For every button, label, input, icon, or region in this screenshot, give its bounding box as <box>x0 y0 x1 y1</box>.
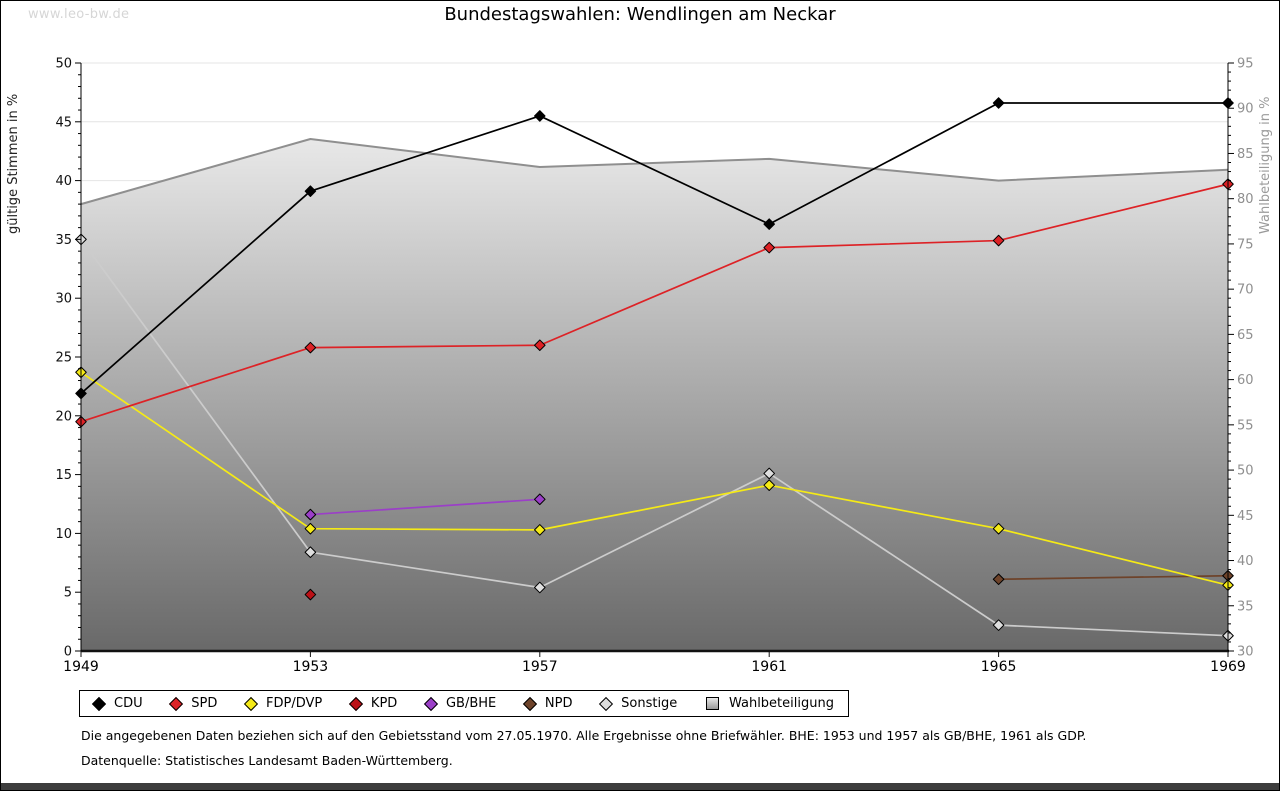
left-tick-label: 50 <box>55 57 72 72</box>
marker-sonstige <box>992 619 1005 631</box>
footnote-datenquelle: Datenquelle: Statistisches Landesamt Bad… <box>81 753 453 768</box>
right-axis-title: Wahlbeteiligung in % <box>1258 97 1273 234</box>
left-tick-label: 10 <box>55 527 72 542</box>
marker-fdp-dvp <box>992 522 1005 535</box>
marker-spd <box>304 341 317 354</box>
left-tick-label: 15 <box>55 468 72 483</box>
series-diamond-icon <box>243 696 259 711</box>
legend-label: SPD <box>191 696 218 711</box>
legend-item-cdu: CDU <box>91 696 143 711</box>
series-line-spd <box>80 183 1229 423</box>
marker-npd <box>992 573 1005 586</box>
marker-sonstige <box>534 581 546 594</box>
marker-fdp-dvp <box>304 522 317 535</box>
legend-item-wahlbeteiligung: Wahlbeteiligung <box>705 696 834 711</box>
left-tick-label: 0 <box>64 645 72 660</box>
legend-label: KPD <box>370 696 398 711</box>
marker-spd <box>534 339 546 352</box>
legend-label: NPD <box>544 696 573 711</box>
legend-item-npd: NPD <box>522 696 573 711</box>
left-tick-label: 30 <box>55 292 72 307</box>
left-tick-label: 45 <box>55 115 72 130</box>
page-title: Bundestagswahlen: Wendlingen am Neckar <box>444 4 836 25</box>
legend-label: Wahlbeteiligung <box>728 696 834 711</box>
turnout-area <box>81 138 1228 652</box>
series-diamond-icon <box>348 696 363 711</box>
legend-item-kpd: KPD <box>348 696 398 711</box>
series-line-fdp-dvp <box>80 371 1229 586</box>
marker-cdu <box>992 97 1005 109</box>
legend-item-fdp-dvp: FDP/DVP <box>243 696 323 711</box>
marker-kpd <box>304 588 317 601</box>
x-tick-label: 1949 <box>63 659 99 675</box>
marker-cdu <box>304 185 317 197</box>
watermark: www.leo-bw.de <box>28 7 130 22</box>
right-tick-label: 35 <box>1237 599 1254 614</box>
marker-gb-bhe <box>534 493 546 506</box>
series-line-cdu <box>80 102 1228 395</box>
legend-label: Sonstige <box>621 696 678 711</box>
right-tick-label: 90 <box>1237 102 1254 117</box>
right-tick-label: 80 <box>1237 192 1254 207</box>
right-tick-label: 40 <box>1237 554 1254 569</box>
right-tick-label: 50 <box>1237 464 1254 479</box>
right-tick-label: 75 <box>1237 237 1254 252</box>
series-line-gb-bhe <box>310 498 540 516</box>
x-tick-label: 1953 <box>293 659 329 675</box>
marker-cdu <box>534 110 546 122</box>
x-tick-label: 1965 <box>981 659 1017 675</box>
x-tick-label: 1969 <box>1210 659 1246 675</box>
legend-label: CDU <box>114 696 143 711</box>
right-tick-label: 70 <box>1237 283 1254 298</box>
marker-sonstige <box>304 546 317 559</box>
legend-item-sonstige: Sonstige <box>599 696 678 711</box>
legend-item-spd: SPD <box>169 696 218 711</box>
right-tick-label: 55 <box>1237 418 1254 433</box>
left-axis-title: gültige Stimmen in % <box>6 94 21 234</box>
series-diamond-icon <box>423 696 439 711</box>
turnout-swatch-icon <box>705 697 719 710</box>
marker-fdp-dvp <box>763 479 775 491</box>
legend-label: GB/BHE <box>445 696 497 711</box>
marker-fdp-dvp <box>534 524 546 536</box>
chart-legend: CDU SPD FDP/DVP KPD GB/BHE NPD Sonstige Wahlbet… <box>79 690 849 717</box>
marker-spd <box>992 234 1005 247</box>
left-tick-label: 35 <box>55 233 72 248</box>
marker-spd <box>763 241 775 254</box>
left-tick-label: 25 <box>55 351 72 366</box>
left-tick-label: 20 <box>55 409 72 424</box>
x-tick-label: 1957 <box>522 659 558 675</box>
window-bottom-bar <box>1 783 1279 790</box>
series-diamond-icon <box>91 696 107 711</box>
series-line-sonstige <box>80 238 1229 637</box>
left-tick-label: 40 <box>55 174 72 189</box>
axes: 0 5 10 15 20 25 30 35 40 45 50 30 35 40 45 50 55 60 65 70 75… <box>55 57 1253 676</box>
series-diamond-icon <box>169 696 184 711</box>
right-tick-label: 60 <box>1237 373 1254 388</box>
legend-item-gb-bhe: GB/BHE <box>423 696 497 711</box>
right-tick-label: 30 <box>1237 645 1254 660</box>
election-line-chart: 0 5 10 15 20 25 30 35 40 45 50 30 35 40 45 50 55 60 65 70 75… <box>6 57 1273 676</box>
footnote-gebietsstand: Die angegebenen Daten beziehen sich auf … <box>81 728 1087 743</box>
right-tick-label: 45 <box>1237 509 1254 524</box>
marker-cdu <box>763 218 775 230</box>
series-diamond-icon <box>522 696 537 711</box>
right-tick-label: 95 <box>1237 57 1254 72</box>
right-tick-label: 65 <box>1237 328 1254 343</box>
right-tick-label: 85 <box>1237 147 1254 162</box>
series-diamond-icon <box>599 696 614 711</box>
series-lines <box>80 102 1229 637</box>
left-tick-label: 5 <box>64 586 72 601</box>
x-tick-label: 1961 <box>751 659 787 675</box>
turnout-line <box>80 137 1229 206</box>
legend-label: FDP/DVP <box>266 696 323 711</box>
marker-sonstige <box>763 467 775 480</box>
marker-gb-bhe <box>304 508 317 521</box>
